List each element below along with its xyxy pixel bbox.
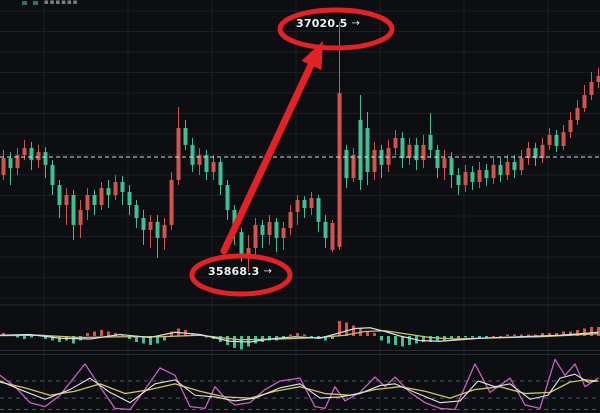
right-arrow-icon: → (351, 18, 361, 29)
highlight-ellipse-high (277, 7, 395, 51)
low-price-label: 35868.3 (208, 265, 260, 278)
clipped-toolbar: ▪▪▪▪▪▪ (22, 0, 78, 5)
clipped-toolbar-text: ▪▪▪▪▪▪ (44, 0, 79, 5)
clipped-toolbar-mark-icon (33, 1, 38, 5)
annotation-arrow-shaft (220, 61, 315, 255)
highlight-ellipse-low (189, 253, 293, 297)
annotation-arrow-head (301, 41, 323, 71)
price-annotation-low: 35868.3 → (208, 265, 272, 278)
candlestick-series (1, 22, 600, 272)
price-annotation-high: 37020.5 → (296, 17, 360, 30)
macd-pane (0, 321, 600, 350)
annotation-overlay (189, 7, 395, 297)
kdj-pane (0, 358, 599, 411)
kdj-reference-lines (0, 380, 600, 410)
right-arrow-icon: → (263, 266, 273, 277)
clipped-toolbar-mark-icon (22, 1, 27, 5)
high-price-label: 37020.5 (296, 17, 348, 30)
